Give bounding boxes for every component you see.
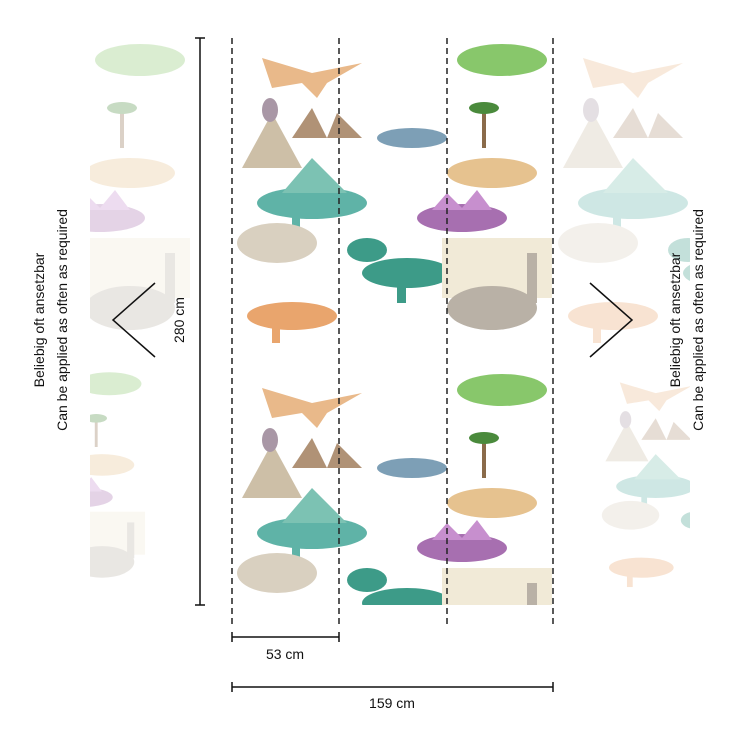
panel-seams bbox=[231, 38, 554, 628]
faded-repeat-right bbox=[558, 0, 750, 750]
wallpaper-design bbox=[237, 44, 552, 673]
faded-repeat-left bbox=[0, 0, 190, 750]
note-line: Can be applied as often as required bbox=[690, 209, 706, 431]
panel-width-dimension: 53 cm bbox=[231, 632, 340, 662]
arrow-left bbox=[111, 282, 156, 358]
note-line: Beliebig oft ansetzbar bbox=[667, 252, 683, 387]
total-width-dimension: 159 cm bbox=[231, 682, 554, 711]
left-note: Beliebig oft ansetzbar Can be applied as… bbox=[31, 209, 70, 431]
right-note: Beliebig oft ansetzbar Can be applied as… bbox=[667, 209, 706, 431]
height-label: 280 cm bbox=[171, 297, 187, 343]
height-dimension: 280 cm bbox=[171, 37, 205, 606]
note-line: Can be applied as often as required bbox=[54, 209, 70, 431]
total-width-label: 159 cm bbox=[369, 695, 415, 711]
arrow-right bbox=[589, 282, 634, 358]
panel-width-label: 53 cm bbox=[266, 646, 304, 662]
note-line: Beliebig oft ansetzbar bbox=[31, 252, 47, 387]
